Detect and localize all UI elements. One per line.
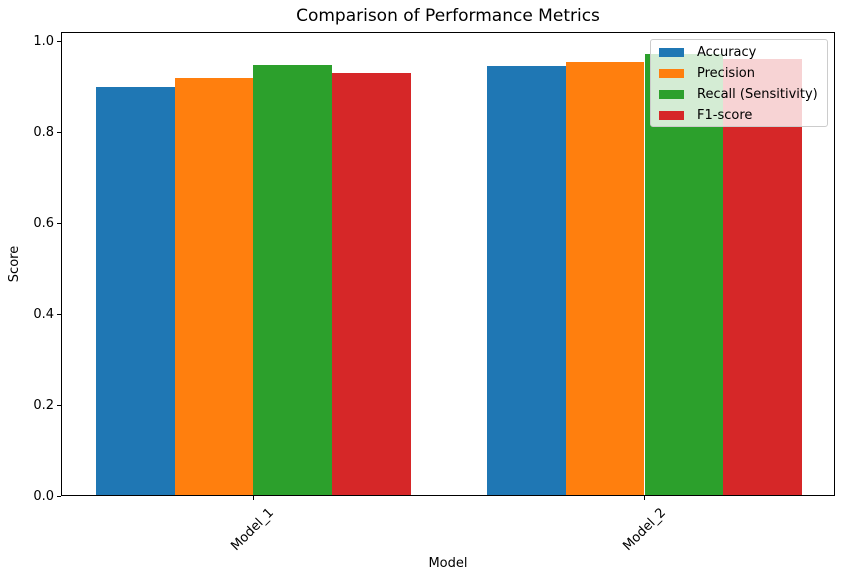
x-tick-mark: [644, 496, 645, 500]
bar: [487, 66, 566, 496]
bar: [95, 86, 175, 496]
legend-swatch: [659, 48, 684, 57]
legend-label: Precision: [697, 66, 756, 81]
y-tick-label: 0.2: [33, 397, 54, 413]
legend-item: F1-score: [651, 105, 827, 126]
y-tick-label: 1.0: [33, 33, 54, 49]
chart-title: Comparison of Performance Metrics: [296, 6, 600, 26]
y-tick-mark: [57, 404, 61, 406]
y-tick-mark: [57, 313, 61, 315]
bar: [723, 58, 802, 496]
legend-item: Accuracy: [651, 42, 827, 63]
bar: [565, 61, 645, 496]
y-tick-label: 0.8: [33, 124, 54, 140]
legend-swatch: [659, 69, 684, 78]
legend: Accuracy Precision Recall (Sensitivity) F1-…: [650, 39, 828, 127]
y-tick-mark: [57, 222, 61, 224]
bar: [174, 78, 254, 496]
bar: [644, 54, 724, 496]
x-tick-mark: [252, 496, 254, 500]
y-tick-mark: [57, 495, 61, 497]
bar: [253, 65, 332, 496]
x-tick-label: Model_1: [228, 505, 278, 554]
y-tick-mark: [57, 40, 61, 42]
legend-swatch: [659, 111, 684, 120]
legend-swatch: [659, 90, 684, 99]
y-tick-mark: [57, 131, 61, 133]
y-tick-label: 0.6: [33, 215, 54, 231]
x-tick-label: Model_2: [619, 505, 669, 554]
x-axis-label: Model: [428, 556, 468, 571]
legend-label: Recall (Sensitivity): [697, 87, 818, 102]
legend-label: Accuracy: [697, 45, 757, 60]
legend-item: Precision: [651, 63, 827, 84]
legend-item: Recall (Sensitivity): [651, 84, 827, 105]
y-tick-label: 0.4: [33, 306, 54, 322]
y-axis-label: Score: [7, 245, 22, 283]
bar: [332, 72, 411, 496]
y-tick-label: 0.0: [33, 488, 54, 504]
legend-label: F1-score: [697, 108, 753, 123]
